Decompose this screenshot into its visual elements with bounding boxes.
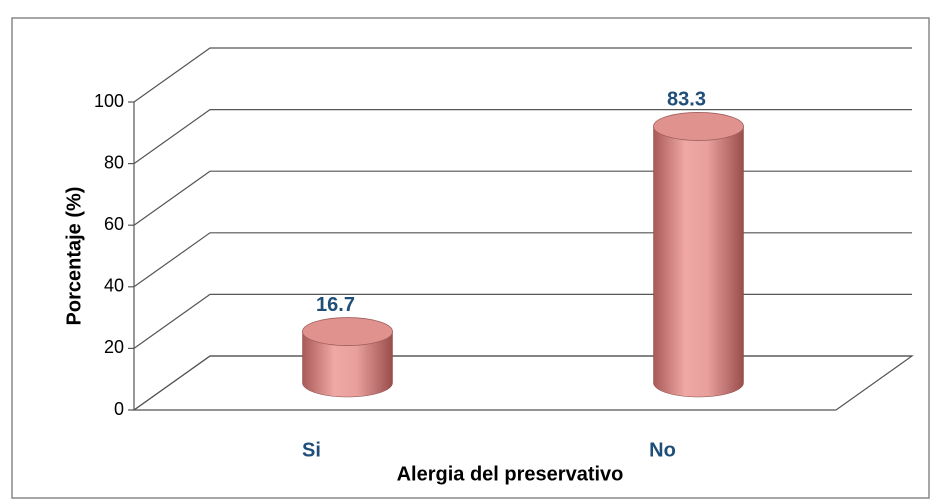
x-tick-label: No bbox=[649, 439, 676, 461]
y-tick-label: 80 bbox=[104, 152, 124, 172]
y-tick-label: 100 bbox=[94, 91, 124, 111]
y-tick-label: 40 bbox=[104, 276, 124, 296]
bar bbox=[302, 331, 393, 398]
chart-border bbox=[11, 17, 930, 499]
y-tick-label: 20 bbox=[104, 337, 124, 357]
x-axis-title: Alergia del preservativo bbox=[397, 463, 624, 485]
grid-line bbox=[133, 109, 912, 165]
y-tick-label: 60 bbox=[104, 214, 124, 234]
bar bbox=[653, 126, 744, 398]
value-label: 16.7 bbox=[316, 294, 355, 316]
grid-line bbox=[133, 47, 912, 103]
bar-top bbox=[653, 112, 744, 141]
value-label: 83.3 bbox=[667, 89, 706, 111]
y-tick-label: 0 bbox=[114, 399, 124, 419]
x-tick-label: Si bbox=[302, 439, 321, 461]
y-axis-title: Porcentaje (%) bbox=[63, 187, 85, 326]
bar-top bbox=[302, 317, 393, 346]
